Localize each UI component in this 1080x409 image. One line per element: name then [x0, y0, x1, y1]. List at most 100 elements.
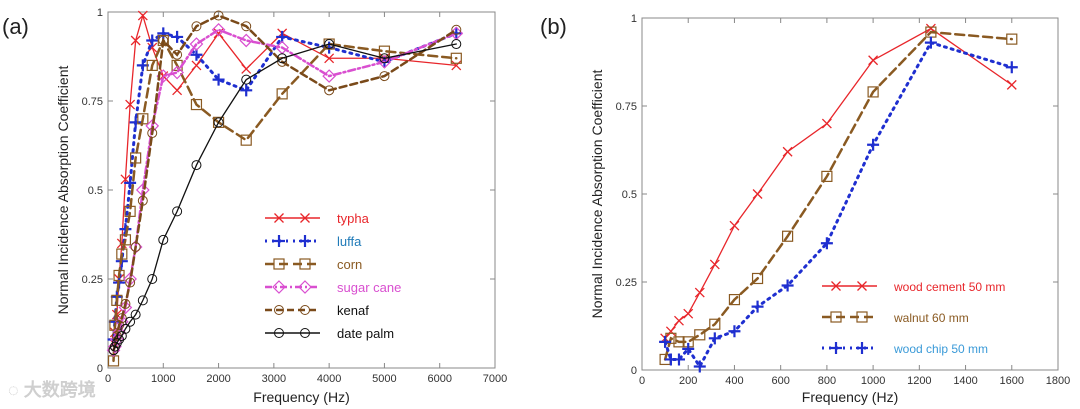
- legend-label: wood chip 50 mm: [893, 342, 988, 356]
- data-point: [146, 34, 159, 47]
- series-line: [112, 14, 458, 352]
- watermark-logo: ◌ 大数跨境: [8, 380, 96, 400]
- data-point: [171, 30, 184, 43]
- data-point: [379, 71, 390, 82]
- data-point: [276, 88, 288, 100]
- data-point: [728, 325, 741, 338]
- legend-marker: [273, 235, 285, 247]
- data-point: [821, 118, 832, 129]
- data-point: [781, 230, 794, 242]
- data-point: [451, 39, 462, 50]
- data-point: [673, 336, 685, 348]
- data-point: [751, 272, 764, 285]
- legend-marker: [857, 281, 867, 291]
- series-corn: [107, 34, 462, 367]
- data-point: [120, 298, 131, 309]
- x-tick-label: 4000: [317, 373, 341, 385]
- legend-marker: [856, 342, 868, 354]
- data-point: [158, 35, 169, 46]
- series-date-palm: [108, 39, 462, 356]
- x-tick-label: 1600: [1000, 375, 1024, 387]
- data-point: [170, 65, 184, 80]
- y-tick-label: 0.25: [82, 274, 103, 286]
- data-point: [708, 332, 721, 345]
- x-tick-label: 0: [105, 373, 111, 385]
- legend-label: typha: [337, 211, 370, 226]
- y-axis-label: Normal Incidence Absorption Coefficient: [589, 70, 605, 319]
- data-point: [147, 42, 158, 53]
- data-point: [137, 295, 148, 306]
- legend-marker: [274, 328, 284, 338]
- series-wood-cement-50-mm: [660, 23, 1017, 344]
- series-line: [112, 37, 458, 363]
- legend-marker: [831, 281, 841, 291]
- y-axis-label: Normal Incidence Absorption Coefficient: [55, 66, 71, 315]
- data-point: [324, 85, 335, 96]
- legend-marker: [272, 280, 286, 294]
- legend-marker: [300, 213, 310, 223]
- data-point: [451, 24, 462, 35]
- legend-label: sugar cane: [337, 280, 401, 295]
- legend-label: kenaf: [337, 303, 369, 318]
- series-kenaf: [108, 10, 462, 356]
- x-tick-label: 7000: [483, 373, 507, 385]
- data-point: [682, 342, 695, 355]
- x-tick-label: 1000: [151, 373, 175, 385]
- data-point: [116, 248, 128, 260]
- series-walnut-60-mm: [659, 26, 1018, 366]
- data-point: [111, 294, 123, 306]
- data-point: [113, 269, 125, 282]
- data-point: [137, 113, 149, 125]
- y-tick-label: 0.25: [616, 277, 637, 289]
- data-point: [129, 116, 142, 129]
- data-point: [665, 326, 676, 337]
- panel-label-a: (a): [2, 14, 29, 39]
- data-point: [924, 36, 937, 49]
- chart-1: 0 200 400 600 800 1000 1200 1400 1600 1800 0 0.25 0.…: [589, 13, 1070, 405]
- data-point: [124, 205, 136, 217]
- data-point: [147, 128, 158, 139]
- data-point: [172, 49, 183, 60]
- data-point: [212, 73, 225, 86]
- data-point: [211, 22, 226, 37]
- x-tick-label: 5000: [372, 373, 396, 385]
- data-point: [240, 134, 252, 146]
- data-point: [125, 316, 136, 327]
- legend-marker: [300, 305, 310, 315]
- legend-marker: [856, 311, 868, 323]
- data-point: [213, 117, 224, 128]
- data-point: [240, 84, 253, 97]
- x-tick-label: 0: [639, 375, 645, 387]
- y-tick-label: 0.75: [616, 101, 637, 113]
- data-point: [137, 10, 148, 21]
- legend-marker: [299, 235, 311, 247]
- data-point: [241, 74, 252, 85]
- data-point: [114, 334, 125, 345]
- data-point: [1006, 79, 1017, 90]
- data-point: [709, 318, 721, 330]
- data-point: [189, 37, 204, 51]
- x-tick-label: 400: [725, 375, 743, 387]
- data-point: [674, 315, 684, 326]
- legend-marker: [830, 342, 842, 354]
- data-point: [130, 309, 141, 320]
- data-point: [191, 60, 202, 71]
- legend-marker: [300, 328, 310, 338]
- legend-marker: [298, 280, 312, 294]
- data-point: [672, 353, 685, 366]
- data-point: [322, 69, 336, 83]
- data-point: [1005, 61, 1018, 74]
- x-tick-label: 200: [679, 375, 697, 387]
- plot-frame: [107, 11, 496, 369]
- legend-marker: [273, 258, 285, 270]
- chart-0: 0 1000 2000 3000 4000 5000 6000 7000 0 0.25 0.5 0.7…: [55, 7, 507, 405]
- data-point: [694, 287, 705, 298]
- data-point: [781, 279, 794, 292]
- series-line: [112, 31, 458, 342]
- x-tick-label: 3000: [262, 373, 286, 385]
- legend-label: luffa: [337, 234, 362, 249]
- data-point: [728, 294, 741, 306]
- y-tick-label: 1: [631, 13, 637, 25]
- legend-marker: [274, 305, 284, 315]
